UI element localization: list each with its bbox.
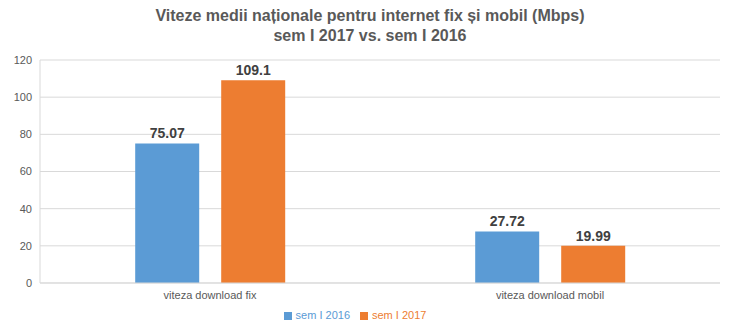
svg-text:19.99: 19.99: [576, 228, 611, 244]
svg-text:0: 0: [26, 277, 32, 289]
svg-text:120: 120: [14, 54, 32, 66]
svg-text:40: 40: [20, 203, 32, 215]
svg-text:75.07: 75.07: [150, 125, 185, 141]
svg-text:109.1: 109.1: [236, 62, 271, 78]
html-text:Viteze medii naționale pentru: Viteze medii naționale pentru internet f…: [155, 7, 585, 24]
svg-text:20: 20: [20, 240, 32, 252]
html-text:sem I 2016: sem I 2016: [295, 309, 350, 321]
svg-text:100: 100: [14, 91, 32, 103]
svg-text:viteza download fix: viteza download fix: [164, 289, 257, 301]
svg-text:27.72: 27.72: [490, 213, 525, 229]
svg-text:viteza download mobil: viteza download mobil: [496, 289, 604, 301]
svg-text:60: 60: [20, 165, 32, 177]
html-text:sem I 2017 vs. sem I 2016: sem I 2017 vs. sem I 2016: [273, 27, 467, 44]
svg-text:80: 80: [20, 128, 32, 140]
html-text:sem I 2017: sem I 2017: [372, 309, 427, 321]
